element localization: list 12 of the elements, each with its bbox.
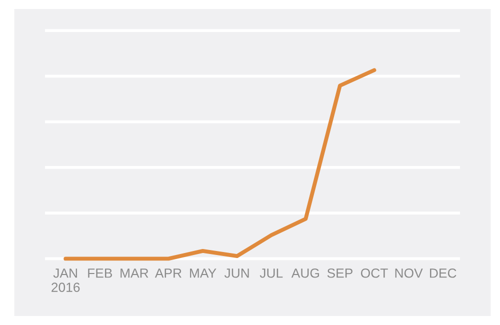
x-tick-label: FEB bbox=[88, 268, 112, 278]
x-tick-label: SEP bbox=[327, 268, 352, 278]
x-tick-label: OCT bbox=[360, 268, 388, 278]
x-tick-label: DEC bbox=[430, 268, 456, 278]
x-tick-label: JAN 2016 bbox=[52, 268, 80, 292]
x-tick-label: JUL bbox=[260, 268, 283, 278]
x-tick-label: MAR bbox=[120, 268, 148, 278]
x-tick-label: AUG bbox=[291, 268, 319, 278]
x-tick-label: APR bbox=[154, 268, 182, 278]
x-tick-label: MAY bbox=[190, 268, 216, 278]
x-tick-label: NOV bbox=[395, 268, 423, 278]
x-tick-label: JUN bbox=[224, 268, 249, 278]
